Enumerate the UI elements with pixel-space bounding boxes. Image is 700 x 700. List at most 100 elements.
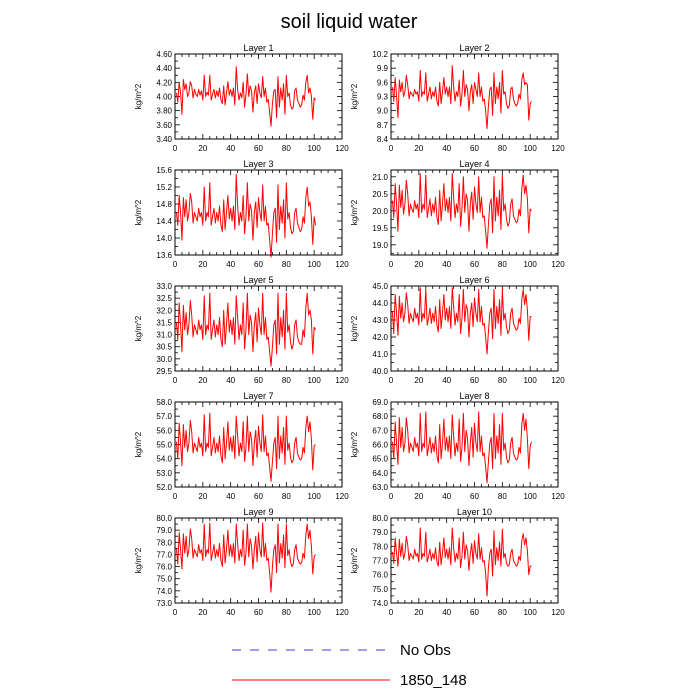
y-tick-label: 64.0 — [372, 469, 388, 478]
y-tick-label: 21.0 — [372, 173, 388, 182]
x-tick-label: 120 — [335, 492, 349, 501]
x-tick-label: 60 — [254, 608, 263, 617]
x-tick-label: 40 — [442, 376, 451, 385]
x-tick-label: 0 — [173, 144, 178, 153]
plot-frame — [174, 53, 343, 140]
x-tick-label: 120 — [335, 260, 349, 269]
y-tick-label: 14.8 — [156, 200, 172, 209]
x-tick-label: 20 — [414, 608, 423, 617]
x-tick-label: 100 — [307, 492, 321, 501]
x-tick-label: 120 — [551, 608, 565, 617]
y-tick-label: 8.7 — [377, 121, 389, 130]
y-tick-label: 77.0 — [156, 550, 172, 559]
panel-layer-2: Layer 2 kg/m^2 0 20 40 60 80 100 120 8.4 8.7 9.0 9.3… — [350, 43, 565, 153]
y-tick-label: 4.40 — [156, 64, 172, 73]
x-tick-label: 20 — [198, 144, 207, 153]
x-tick-label: 40 — [442, 260, 451, 269]
plot-frame — [390, 53, 559, 140]
y-tick-label: 65.0 — [372, 455, 388, 464]
y-tick-label: 3.80 — [156, 107, 172, 116]
y-tick-label: 76.0 — [372, 571, 388, 580]
x-tick-label: 20 — [414, 144, 423, 153]
x-tick-label: 100 — [523, 492, 537, 501]
x-tick-label: 100 — [307, 376, 321, 385]
x-tick-label: 0 — [389, 492, 394, 501]
x-tick-label: 120 — [335, 376, 349, 385]
y-tick-label: 9.3 — [377, 93, 389, 102]
x-tick-label: 0 — [389, 608, 394, 617]
panel-title: Layer 10 — [457, 507, 492, 517]
plot-frame — [390, 401, 559, 488]
y-tick-label: 31.0 — [156, 331, 172, 340]
y-tick-label: 56.0 — [156, 426, 172, 435]
y-axis-label: kg/m^2 — [350, 199, 359, 225]
x-tick-label: 20 — [198, 376, 207, 385]
y-tick-label: 52.0 — [156, 483, 172, 492]
y-tick-label: 78.0 — [372, 542, 388, 551]
x-tick-label: 60 — [254, 144, 263, 153]
y-axis-label: kg/m^2 — [134, 431, 143, 457]
y-tick-label: 8.4 — [377, 135, 389, 144]
panel-layer-8: Layer 8 kg/m^2 0 20 40 60 80 100 120 63.0 64.0 65.0… — [350, 391, 565, 501]
plot-frame — [174, 517, 343, 604]
x-tick-label: 120 — [551, 260, 565, 269]
x-tick-label: 80 — [282, 144, 291, 153]
y-tick-label: 57.0 — [156, 412, 172, 421]
series-line-1850-148 — [175, 412, 316, 482]
y-tick-label: 74.0 — [156, 587, 172, 596]
x-tick-label: 80 — [282, 608, 291, 617]
y-tick-label: 4.00 — [156, 93, 172, 102]
y-axis-label: kg/m^2 — [350, 83, 359, 109]
legend-label-no-obs: No Obs — [400, 642, 451, 659]
y-tick-label: 54.0 — [156, 455, 172, 464]
y-tick-label: 33.0 — [156, 282, 172, 291]
y-tick-label: 31.5 — [156, 318, 172, 327]
y-axis-label: kg/m^2 — [350, 431, 359, 457]
y-tick-label: 32.0 — [156, 306, 172, 315]
y-tick-label: 19.5 — [372, 224, 388, 233]
panel-title: Layer 5 — [243, 275, 273, 285]
x-tick-label: 20 — [198, 260, 207, 269]
y-tick-label: 20.5 — [372, 190, 388, 199]
x-tick-label: 40 — [226, 144, 235, 153]
panel-title: Layer 7 — [243, 391, 273, 401]
x-tick-label: 120 — [335, 144, 349, 153]
x-tick-label: 100 — [307, 260, 321, 269]
y-tick-label: 15.6 — [156, 166, 172, 175]
y-tick-label: 55.0 — [156, 441, 172, 450]
x-tick-label: 20 — [414, 376, 423, 385]
y-tick-label: 14.0 — [156, 234, 172, 243]
x-tick-label: 120 — [335, 608, 349, 617]
y-tick-label: 77.0 — [372, 557, 388, 566]
x-tick-label: 20 — [198, 608, 207, 617]
x-tick-label: 120 — [551, 492, 565, 501]
x-tick-label: 80 — [282, 376, 291, 385]
panel-layer-9: Layer 9 kg/m^2 0 20 40 60 80 100 120 73.0 74.0 75.0… — [134, 507, 349, 617]
panel-layer-7: Layer 7 kg/m^2 0 20 40 60 80 100 120 52.0 53.0 54.0… — [134, 391, 349, 501]
y-tick-label: 78.0 — [156, 538, 172, 547]
panel-title: Layer 8 — [459, 391, 489, 401]
series-line-1850-148 — [391, 527, 532, 597]
x-tick-label: 100 — [523, 144, 537, 153]
plot-frame — [174, 401, 343, 488]
panel-layer-3: Layer 3 kg/m^2 0 20 40 60 80 100 120 13.6 14.0 14.4… — [134, 159, 349, 269]
x-tick-label: 60 — [470, 608, 479, 617]
y-tick-label: 30.0 — [156, 355, 172, 364]
y-tick-label: 74.0 — [372, 599, 388, 608]
panel-layer-6: Layer 6 kg/m^2 0 20 40 60 80 100 120 40.0 41.0 42.0… — [350, 275, 565, 385]
x-tick-label: 20 — [414, 492, 423, 501]
x-tick-label: 40 — [226, 492, 235, 501]
x-tick-label: 40 — [226, 260, 235, 269]
y-tick-label: 4.20 — [156, 78, 172, 87]
x-tick-label: 60 — [254, 492, 263, 501]
x-tick-label: 100 — [523, 608, 537, 617]
x-tick-label: 20 — [198, 492, 207, 501]
y-axis-label: kg/m^2 — [134, 547, 143, 573]
y-axis-label: kg/m^2 — [350, 547, 359, 573]
x-tick-label: 60 — [470, 260, 479, 269]
x-tick-label: 80 — [498, 376, 507, 385]
panel-layer-10: Layer 10 kg/m^2 0 20 40 60 80 100 120 74.0 75.0 76.… — [350, 507, 565, 617]
y-tick-label: 73.0 — [156, 599, 172, 608]
y-tick-label: 9.9 — [377, 64, 389, 73]
x-tick-label: 60 — [254, 260, 263, 269]
